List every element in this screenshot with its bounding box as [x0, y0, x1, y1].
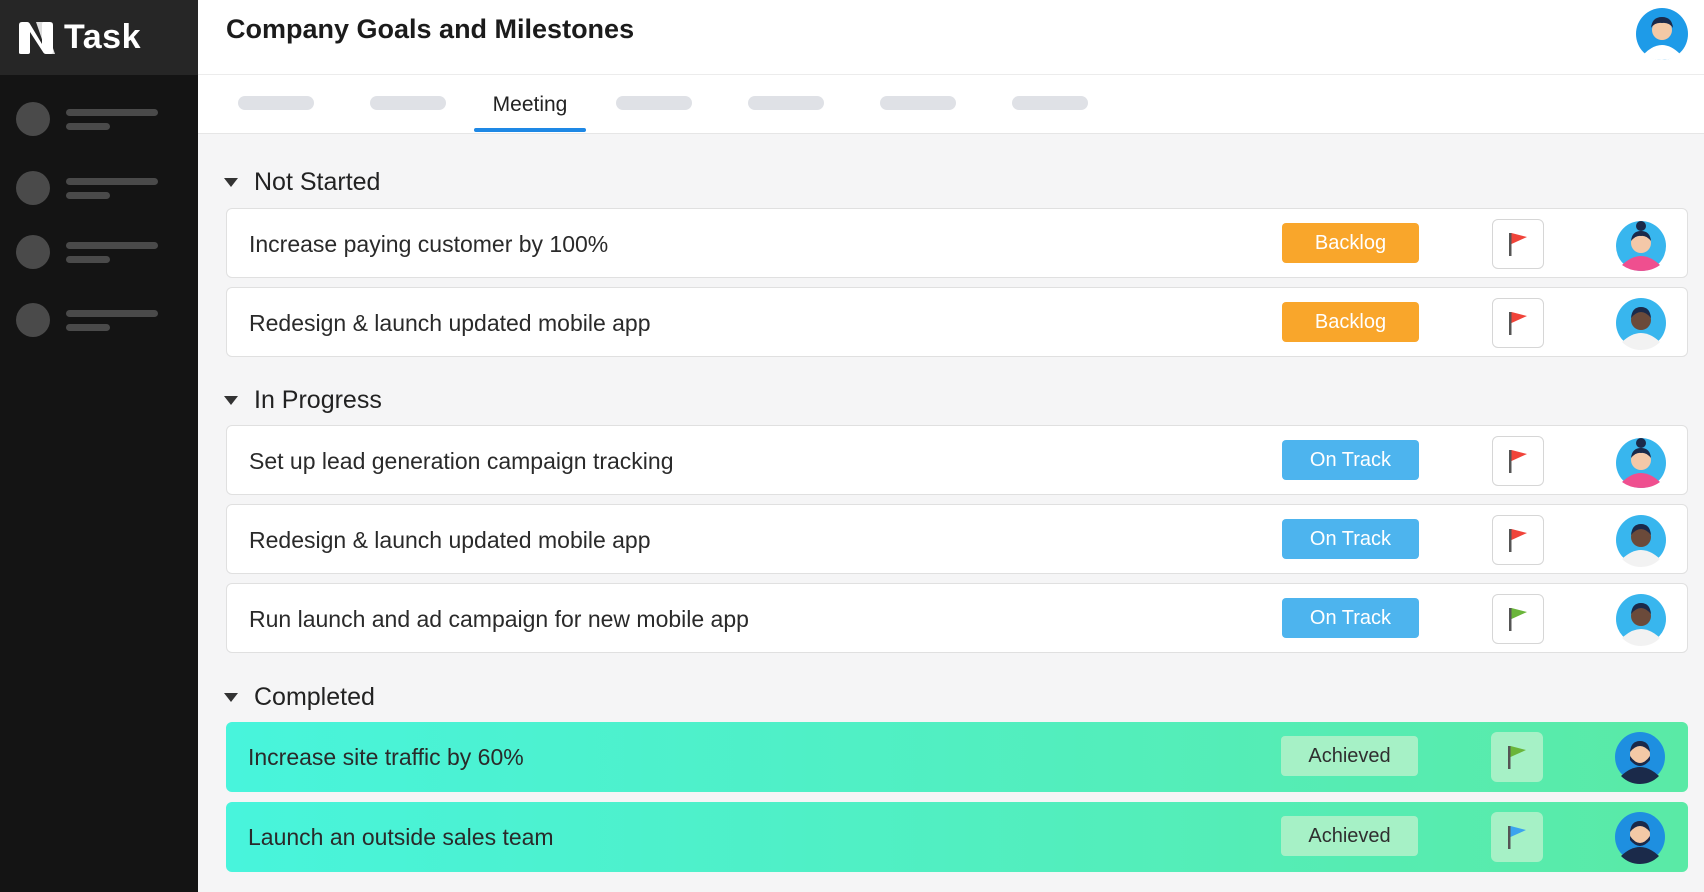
goal-row[interactable]: Set up lead generation campaign tracking…	[226, 425, 1688, 495]
tab-placeholder-1[interactable]	[238, 96, 314, 110]
sidebar-item-4[interactable]	[16, 303, 158, 337]
priority-flag-button[interactable]	[1492, 515, 1544, 565]
goal-row[interactable]: Launch an outside sales team Achieved	[226, 802, 1688, 872]
active-tab-indicator	[474, 128, 586, 132]
section-title: Completed	[254, 683, 375, 711]
tab-bar: Meeting	[198, 75, 1704, 134]
assignee-avatar-icon[interactable]	[1614, 296, 1668, 350]
sidebar-item-1[interactable]	[16, 102, 158, 136]
page-title: Company Goals and Milestones	[226, 14, 635, 44]
flag-icon	[1509, 450, 1527, 473]
nav-placeholder-icon	[16, 303, 50, 337]
sidebar: Task	[0, 0, 198, 892]
tab-placeholder-2[interactable]	[370, 96, 446, 110]
tab-meeting[interactable]: Meeting	[492, 92, 568, 116]
header: Company Goals and Milestones	[198, 0, 1704, 75]
caret-down-icon	[224, 693, 238, 702]
caret-down-icon	[224, 178, 238, 187]
status-badge[interactable]: Achieved	[1281, 816, 1418, 856]
nav-placeholder-icon	[16, 171, 50, 205]
priority-flag-button[interactable]	[1492, 219, 1544, 269]
flag-icon	[1509, 608, 1527, 631]
priority-flag-button[interactable]	[1492, 594, 1544, 644]
user-avatar-icon[interactable]	[1636, 8, 1688, 60]
status-badge[interactable]: Backlog	[1282, 302, 1419, 342]
nav-placeholder-icon	[16, 235, 50, 269]
section-header-not-started[interactable]: Not Started	[224, 168, 380, 197]
sidebar-item-3[interactable]	[16, 235, 158, 269]
status-badge[interactable]: On Track	[1282, 440, 1419, 480]
section-title: In Progress	[254, 386, 382, 414]
section-title: Not Started	[254, 168, 381, 196]
flag-icon	[1508, 746, 1526, 769]
app-name: Task	[64, 18, 141, 56]
flag-icon	[1509, 233, 1527, 256]
goal-title: Redesign & launch updated mobile app	[249, 309, 651, 336]
goal-title: Launch an outside sales team	[248, 823, 554, 850]
goal-title: Set up lead generation campaign tracking	[249, 447, 674, 474]
tab-placeholder-4[interactable]	[748, 96, 824, 110]
goal-row[interactable]: Redesign & launch updated mobile app On …	[226, 504, 1688, 574]
assignee-avatar-icon[interactable]	[1614, 592, 1668, 646]
status-badge[interactable]: On Track	[1282, 598, 1419, 638]
priority-flag-button[interactable]	[1491, 812, 1543, 862]
goal-row[interactable]: Increase paying customer by 100% Backlog	[226, 208, 1688, 278]
caret-down-icon	[224, 396, 238, 405]
goal-row[interactable]: Increase site traffic by 60% Achieved	[226, 722, 1688, 792]
priority-flag-button[interactable]	[1492, 436, 1544, 486]
goal-row[interactable]: Redesign & launch updated mobile app Bac…	[226, 287, 1688, 357]
assignee-avatar-icon[interactable]	[1614, 217, 1668, 271]
section-header-in-progress[interactable]: In Progress	[224, 386, 382, 415]
tab-placeholder-5[interactable]	[880, 96, 956, 110]
n-logo-icon	[19, 21, 55, 54]
priority-flag-button[interactable]	[1492, 298, 1544, 348]
goal-title: Redesign & launch updated mobile app	[249, 526, 651, 553]
logo[interactable]: Task	[0, 0, 198, 75]
assignee-avatar-icon[interactable]	[1614, 513, 1668, 567]
goal-title: Increase site traffic by 60%	[248, 743, 524, 770]
sidebar-item-2[interactable]	[16, 171, 158, 205]
nav-placeholder-icon	[16, 102, 50, 136]
assignee-avatar-icon[interactable]	[1613, 810, 1667, 864]
section-header-completed[interactable]: Completed	[224, 683, 375, 712]
assignee-avatar-icon[interactable]	[1613, 730, 1667, 784]
goal-title: Run launch and ad campaign for new mobil…	[249, 605, 749, 632]
goal-title: Increase paying customer by 100%	[249, 230, 609, 257]
tab-placeholder-3[interactable]	[616, 96, 692, 110]
flag-icon	[1509, 529, 1527, 552]
status-badge[interactable]: On Track	[1282, 519, 1419, 559]
priority-flag-button[interactable]	[1491, 732, 1543, 782]
tab-placeholder-6[interactable]	[1012, 96, 1088, 110]
status-badge[interactable]: Achieved	[1281, 736, 1418, 776]
status-badge[interactable]: Backlog	[1282, 223, 1419, 263]
assignee-avatar-icon[interactable]	[1614, 434, 1668, 488]
flag-icon	[1509, 312, 1527, 335]
goal-row[interactable]: Run launch and ad campaign for new mobil…	[226, 583, 1688, 653]
flag-icon	[1508, 826, 1526, 849]
